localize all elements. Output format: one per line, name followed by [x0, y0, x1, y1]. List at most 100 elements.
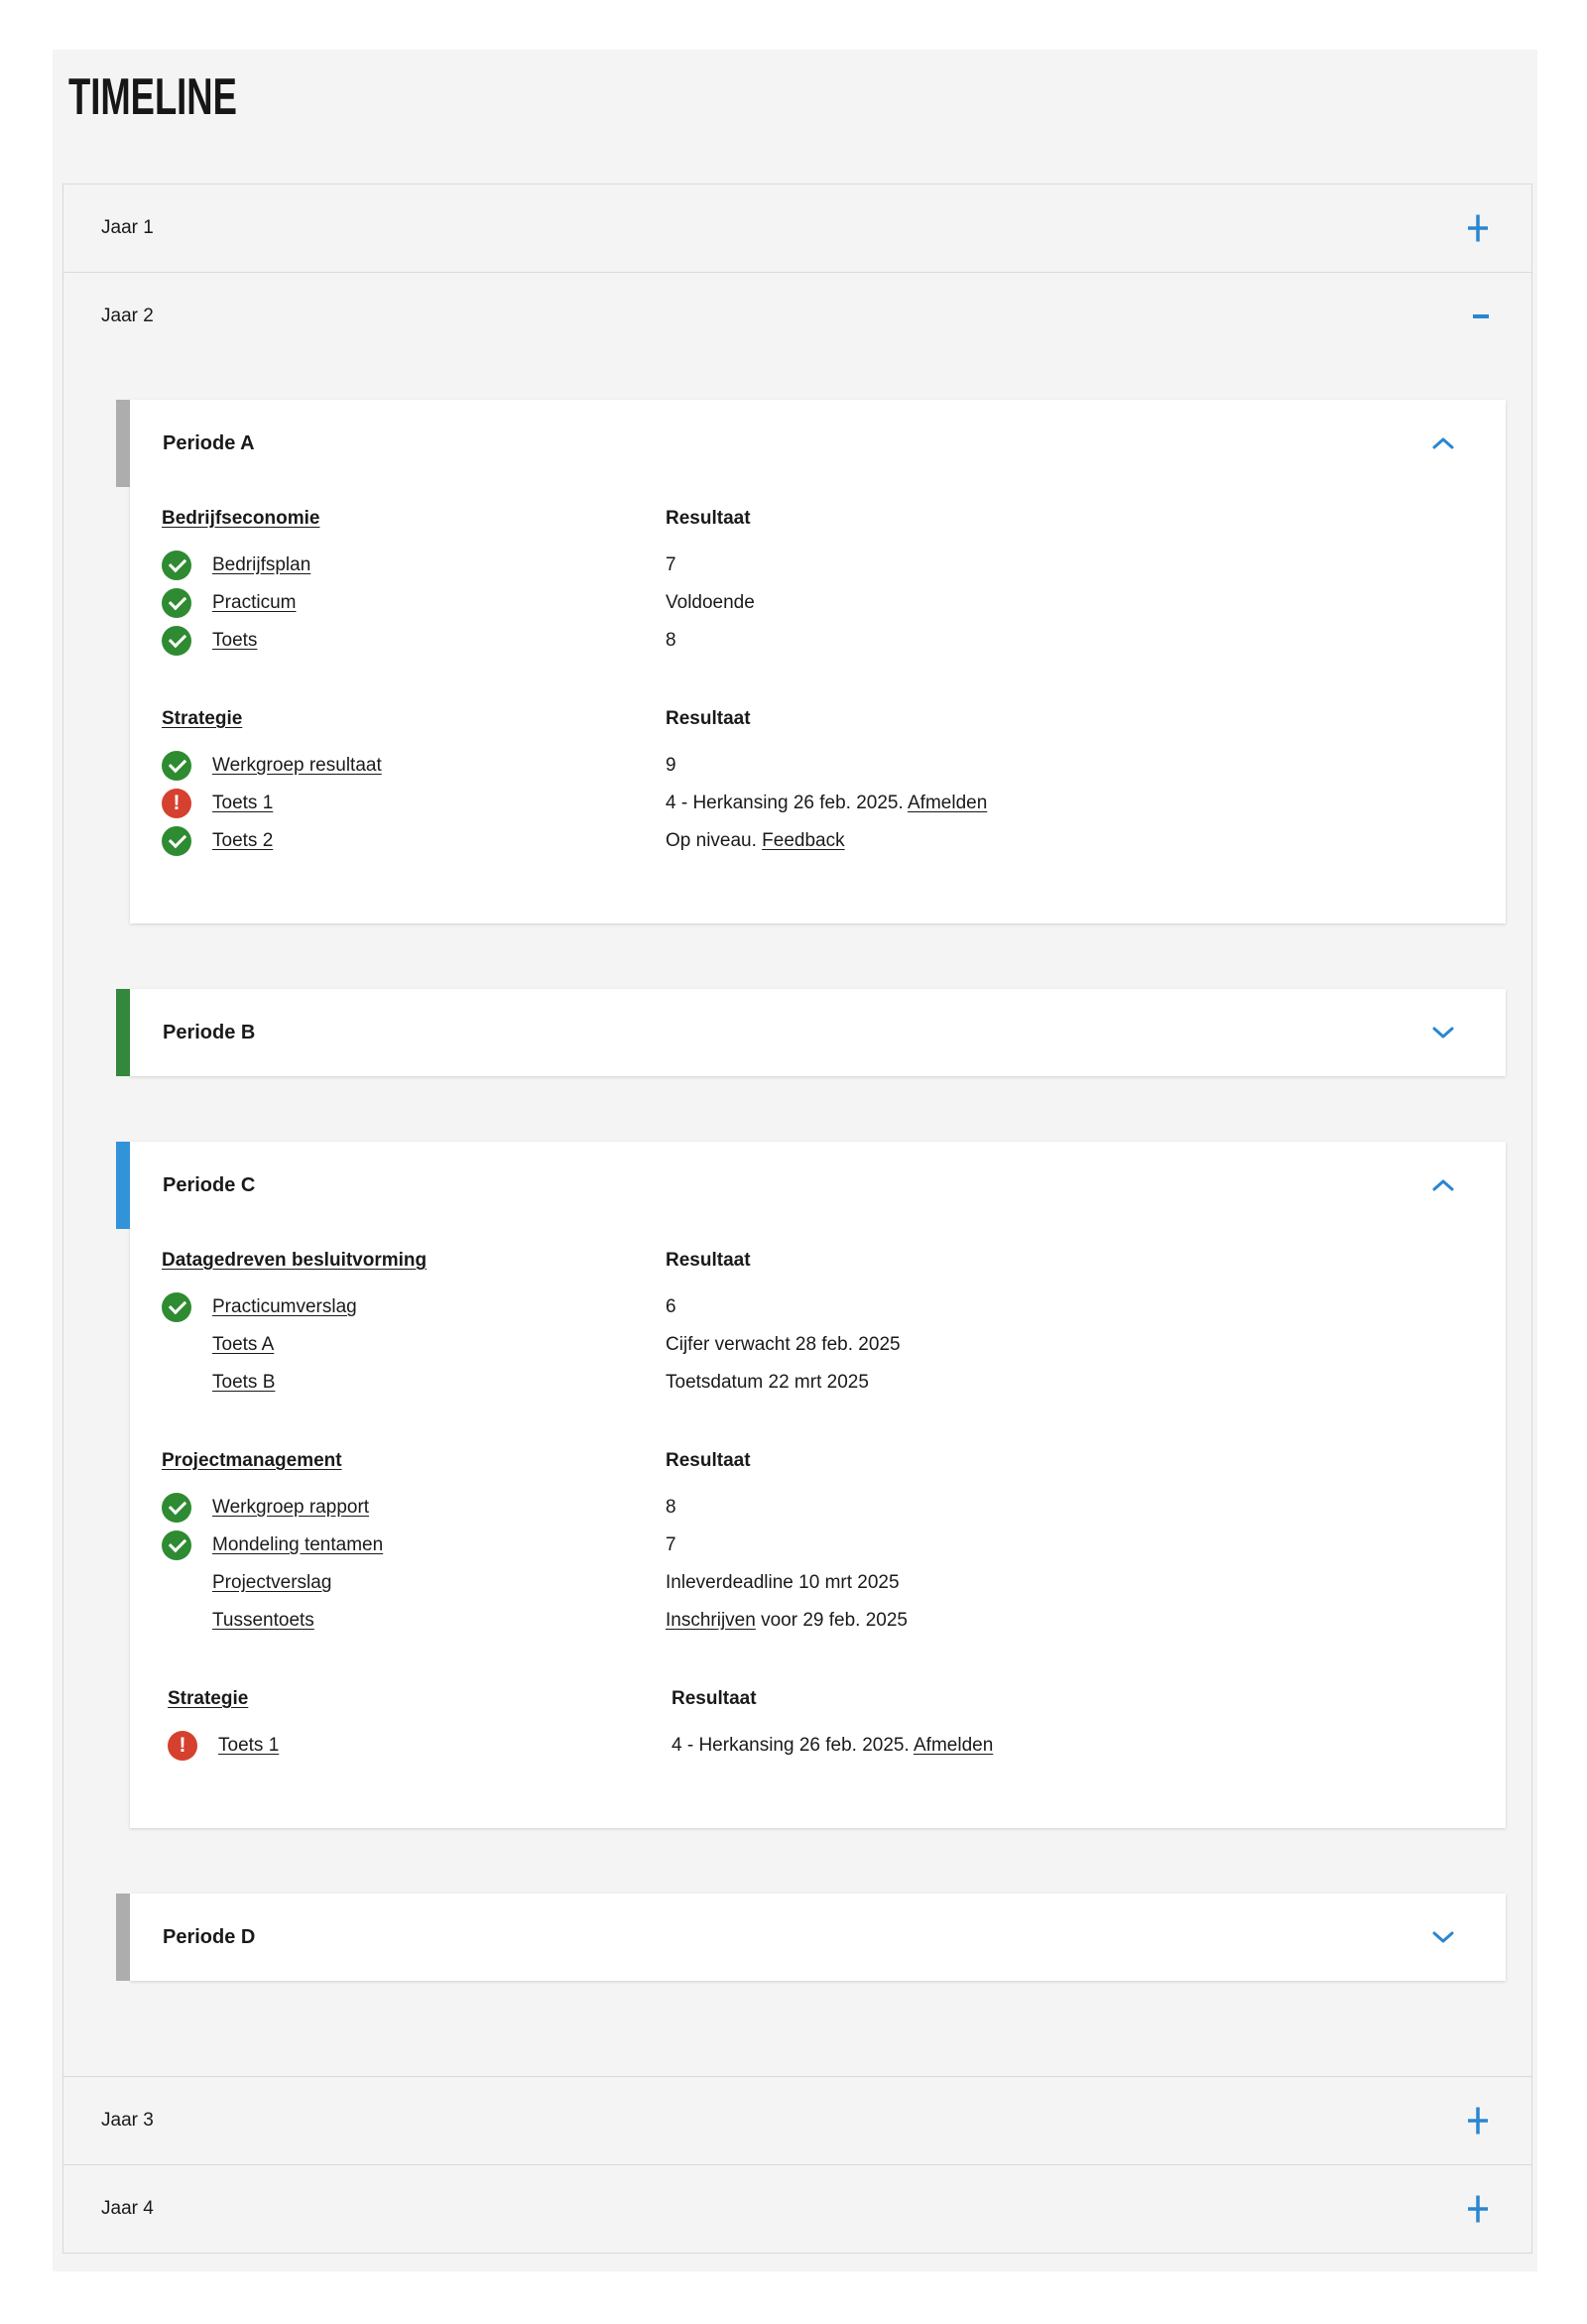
status-icon [162, 550, 191, 580]
row-label-link[interactable]: Tussentoets [212, 1610, 314, 1631]
year-item-jaar-4: Jaar 4 [62, 2164, 1532, 2254]
result-header: Resultaat [671, 1688, 757, 1709]
period-title: Periode B [163, 1021, 256, 1043]
status-icon [162, 588, 191, 618]
row-label-link[interactable]: Werkgroep rapport [212, 1497, 370, 1518]
course-section-projectmanagement: Projectmanagement Resultaat Werkgroep ra… [162, 1449, 1466, 1640]
result-text: Op niveau. [666, 830, 763, 851]
period-accent-bar [116, 1142, 130, 1229]
section-title-link[interactable]: Strategie [168, 1688, 249, 1709]
result-pre-link[interactable]: Inschrijven [666, 1610, 756, 1631]
period-header-d[interactable]: Periode D [130, 1894, 1506, 1981]
row-label-link[interactable]: Mondeling tentamen [212, 1534, 384, 1555]
row-label-link[interactable]: Toets A [212, 1334, 275, 1355]
table-row: Toets 2 Op niveau. Feedback [162, 822, 1466, 860]
timeline-panel: TIMELINE Jaar 1 Jaar 2 [53, 50, 1537, 2271]
year-item-jaar-1: Jaar 1 [62, 183, 1532, 273]
result-header: Resultaat [666, 508, 751, 529]
section-title-link[interactable]: Strategie [162, 708, 243, 729]
period-title: Periode C [163, 1173, 256, 1196]
chevron-down-icon[interactable] [1432, 1027, 1454, 1039]
result-text: Voldoende [666, 592, 755, 613]
row-label-link[interactable]: Practicum [212, 592, 297, 613]
status-icon [168, 1731, 197, 1761]
row-result: Toetsdatum 22 mrt 2025 [666, 1372, 869, 1394]
plus-icon[interactable] [1466, 213, 1490, 243]
row-result: 6 [666, 1296, 676, 1318]
table-row: Werkgroep resultaat 9 [162, 747, 1466, 785]
table-row: Toets 8 [162, 622, 1466, 660]
minus-icon[interactable] [1472, 313, 1490, 319]
year-header-jaar-3[interactable]: Jaar 3 [63, 2077, 1531, 2164]
period-accent-bar [116, 400, 130, 487]
row-label-link[interactable]: Practicumverslag [212, 1296, 357, 1317]
result-text: 8 [666, 1497, 676, 1518]
row-label-link[interactable]: Projectverslag [212, 1572, 332, 1593]
row-result: 4 - Herkansing 26 feb. 2025. Afmelden [671, 1735, 993, 1757]
year-header-jaar-4[interactable]: Jaar 4 [63, 2165, 1531, 2253]
period-body-a: Bedrijfseconomie Resultaat Bedrijfsplan … [130, 487, 1506, 923]
year-label: Jaar 2 [101, 306, 154, 326]
result-text: Cijfer verwacht 28 feb. 2025 [666, 1334, 901, 1355]
result-header: Resultaat [666, 708, 751, 729]
row-label-link[interactable]: Werkgroep resultaat [212, 755, 382, 776]
table-row: Toets 1 4 - Herkansing 26 feb. 2025. Afm… [168, 1727, 1466, 1765]
row-result: Voldoende [666, 592, 755, 614]
table-row: Projectverslag Inleverdeadline 10 mrt 20… [162, 1564, 1466, 1602]
result-link[interactable]: Afmelden [908, 793, 988, 813]
period-card-d: Periode D [116, 1894, 1506, 1981]
row-result: 7 [666, 1534, 676, 1556]
row-label-link[interactable]: Toets 1 [218, 1735, 280, 1756]
period-title: Periode D [163, 1925, 256, 1948]
row-label-link[interactable]: Toets 1 [212, 793, 274, 813]
row-label-link[interactable]: Toets B [212, 1372, 276, 1393]
table-row: Werkgroep rapport 8 [162, 1489, 1466, 1527]
table-row: Tussentoets Inschrijven voor 29 feb. 202… [162, 1602, 1466, 1640]
row-result: 8 [666, 1497, 676, 1519]
period-header-b[interactable]: Periode B [130, 989, 1506, 1076]
course-section-datagedreven: Datagedreven besluitvorming Resultaat Pr… [162, 1249, 1466, 1402]
section-title-link[interactable]: Bedrijfseconomie [162, 508, 320, 529]
period-title: Periode A [163, 431, 255, 454]
result-link[interactable]: Feedback [762, 830, 845, 851]
year-label: Jaar 3 [101, 2110, 154, 2131]
plus-icon[interactable] [1466, 2106, 1490, 2136]
table-row: Toets B Toetsdatum 22 mrt 2025 [162, 1364, 1466, 1402]
period-header-c[interactable]: Periode C [130, 1142, 1506, 1229]
result-link[interactable]: Afmelden [914, 1735, 994, 1756]
result-header: Resultaat [666, 1250, 751, 1271]
row-label-link[interactable]: Toets 2 [212, 830, 274, 851]
course-section-bedrijfseconomie: Bedrijfseconomie Resultaat Bedrijfsplan … [162, 507, 1466, 660]
year-body-jaar-2: Periode A Bedrijfseconomie Resultaat [63, 360, 1531, 2076]
year-item-jaar-2: Jaar 2 Periode A [62, 272, 1532, 2077]
chevron-down-icon[interactable] [1432, 1931, 1454, 1943]
year-header-jaar-2[interactable]: Jaar 2 [63, 273, 1531, 360]
result-text: 9 [666, 755, 676, 776]
result-header: Resultaat [666, 1450, 751, 1471]
result-text: 7 [666, 1534, 676, 1555]
result-text: 6 [666, 1296, 676, 1317]
chevron-up-icon[interactable] [1432, 1179, 1454, 1191]
status-icon [162, 826, 191, 856]
section-title-link[interactable]: Datagedreven besluitvorming [162, 1250, 427, 1271]
period-header-a[interactable]: Periode A [130, 400, 1506, 487]
chevron-up-icon[interactable] [1432, 437, 1454, 449]
period-accent-bar [116, 1894, 130, 1981]
period-body-c: Datagedreven besluitvorming Resultaat Pr… [130, 1229, 1506, 1828]
row-result: 9 [666, 755, 676, 777]
year-label: Jaar 1 [101, 217, 154, 238]
table-row: Bedrijfsplan 7 [162, 547, 1466, 584]
table-row: Toets A Cijfer verwacht 28 feb. 2025 [162, 1326, 1466, 1364]
table-row: Practicumverslag 6 [162, 1288, 1466, 1326]
status-icon [162, 626, 191, 656]
table-row: Mondeling tentamen 7 [162, 1527, 1466, 1564]
year-header-jaar-1[interactable]: Jaar 1 [63, 184, 1531, 272]
section-title-link[interactable]: Projectmanagement [162, 1450, 342, 1471]
row-label-link[interactable]: Toets [212, 630, 258, 651]
status-icon [162, 751, 191, 781]
row-result: 8 [666, 630, 676, 652]
table-row: Practicum Voldoende [162, 584, 1466, 622]
result-text: Inleverdeadline 10 mrt 2025 [666, 1572, 900, 1593]
plus-icon[interactable] [1466, 2194, 1490, 2224]
row-label-link[interactable]: Bedrijfsplan [212, 554, 311, 575]
